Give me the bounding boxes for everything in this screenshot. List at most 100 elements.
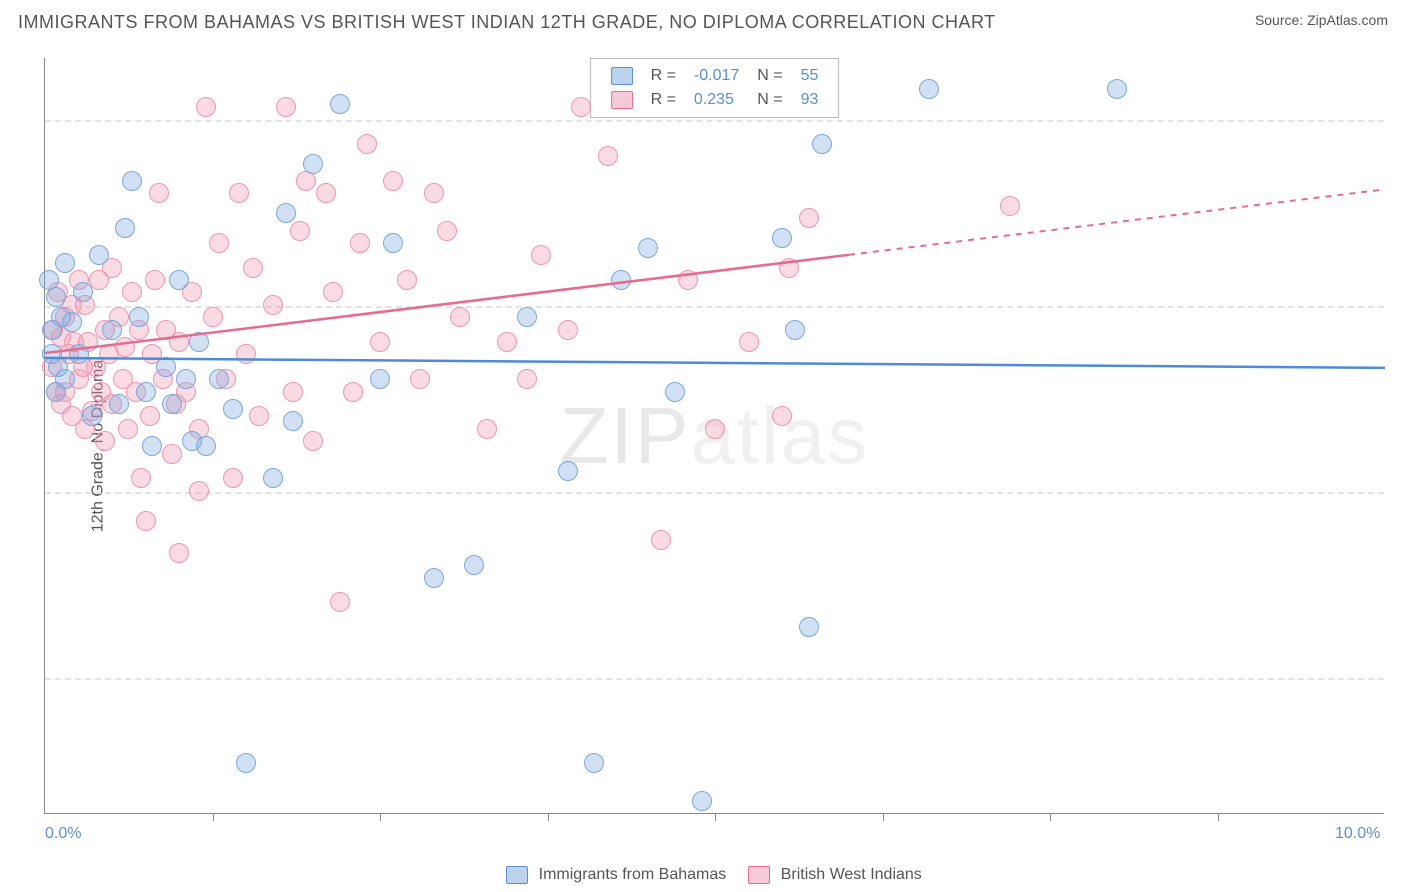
data-point-pink: [283, 382, 303, 402]
data-point-pink: [162, 444, 182, 464]
data-point-blue: [55, 369, 75, 389]
data-point-pink: [531, 245, 551, 265]
data-point-blue: [303, 154, 323, 174]
data-point-pink: [276, 97, 296, 117]
data-point-blue: [424, 568, 444, 588]
data-point-pink: [450, 307, 470, 327]
legend-series-label: Immigrants from Bahamas: [534, 866, 726, 883]
data-point-pink: [249, 406, 269, 426]
legend-n-label: N =: [749, 89, 790, 111]
x-tick-label: 10.0%: [1335, 825, 1380, 843]
legend-r-label: R =: [643, 89, 684, 111]
data-point-blue: [223, 399, 243, 419]
x-tick: [715, 813, 716, 821]
data-point-pink: [115, 337, 135, 357]
data-point-pink: [323, 282, 343, 302]
legend-r-value: -0.017: [686, 65, 747, 87]
data-point-blue: [638, 238, 658, 258]
data-point-pink: [357, 134, 377, 154]
data-point-blue: [236, 753, 256, 773]
x-tick: [380, 813, 381, 821]
data-point-pink: [343, 382, 363, 402]
legend-r-value: 0.235: [686, 89, 747, 111]
data-point-pink: [799, 208, 819, 228]
data-point-pink: [122, 282, 142, 302]
data-point-pink: [203, 307, 223, 327]
data-point-pink: [437, 221, 457, 241]
data-point-blue: [464, 555, 484, 575]
data-point-blue: [692, 791, 712, 811]
data-point-blue: [558, 461, 578, 481]
data-point-blue: [73, 282, 93, 302]
data-point-blue: [102, 320, 122, 340]
legend-r-label: R =: [643, 65, 684, 87]
data-point-pink: [350, 233, 370, 253]
data-point-blue: [330, 94, 350, 114]
data-point-blue: [89, 245, 109, 265]
data-point-pink: [303, 431, 323, 451]
legend-swatch-blue: [506, 866, 528, 884]
gridline: [45, 120, 1384, 122]
data-point-blue: [162, 394, 182, 414]
data-point-blue: [109, 394, 129, 414]
data-point-pink: [236, 344, 256, 364]
data-point-blue: [136, 382, 156, 402]
legend-swatch-pink: [611, 91, 633, 109]
x-tick-label: 0.0%: [45, 825, 81, 843]
data-point-pink: [118, 419, 138, 439]
data-point-blue: [169, 270, 189, 290]
data-point-pink: [209, 233, 229, 253]
data-point-blue: [55, 253, 75, 273]
y-tick-label: 77.5%: [1394, 669, 1406, 687]
data-point-blue: [176, 369, 196, 389]
data-point-pink: [598, 146, 618, 166]
data-point-blue: [122, 171, 142, 191]
data-point-pink: [779, 258, 799, 278]
x-tick: [1050, 813, 1051, 821]
chart-plot-area: ZIPatlas R =-0.017N =55R = 0.235N =93 77…: [44, 58, 1384, 814]
data-point-pink: [316, 183, 336, 203]
data-point-blue: [196, 436, 216, 456]
y-tick-label: 85.0%: [1394, 483, 1406, 501]
data-point-pink: [558, 320, 578, 340]
data-point-blue: [611, 270, 631, 290]
legend-swatch-blue: [611, 67, 633, 85]
correlation-legend: R =-0.017N =55 R = 0.235N =93: [590, 58, 840, 118]
data-point-pink: [243, 258, 263, 278]
data-point-blue: [62, 312, 82, 332]
legend-n-value: 93: [793, 89, 827, 111]
data-point-blue: [115, 218, 135, 238]
legend-series-label: British West Indians: [776, 866, 922, 883]
data-point-blue: [799, 617, 819, 637]
data-point-blue: [46, 287, 66, 307]
data-point-pink: [223, 468, 243, 488]
data-point-pink: [290, 221, 310, 241]
data-point-pink: [497, 332, 517, 352]
x-tick: [883, 813, 884, 821]
data-point-pink: [651, 530, 671, 550]
data-point-pink: [705, 419, 725, 439]
data-point-blue: [129, 307, 149, 327]
data-point-blue: [209, 369, 229, 389]
data-point-pink: [1000, 196, 1020, 216]
data-point-blue: [283, 411, 303, 431]
data-point-blue: [189, 332, 209, 352]
data-point-pink: [140, 406, 160, 426]
legend-n-label: N =: [749, 65, 790, 87]
data-point-pink: [370, 332, 390, 352]
data-point-blue: [772, 228, 792, 248]
data-point-blue: [812, 134, 832, 154]
legend-swatch-pink: [748, 866, 770, 884]
gridline: [45, 306, 1384, 308]
data-point-pink: [410, 369, 430, 389]
data-point-blue: [584, 753, 604, 773]
data-point-pink: [131, 468, 151, 488]
gridline: [45, 678, 1384, 680]
legend-n-value: 55: [793, 65, 827, 87]
data-point-pink: [169, 543, 189, 563]
data-point-pink: [397, 270, 417, 290]
data-point-pink: [95, 431, 115, 451]
x-tick: [1218, 813, 1219, 821]
data-point-pink: [383, 171, 403, 191]
source-label: Source: ZipAtlas.com: [1255, 12, 1388, 28]
